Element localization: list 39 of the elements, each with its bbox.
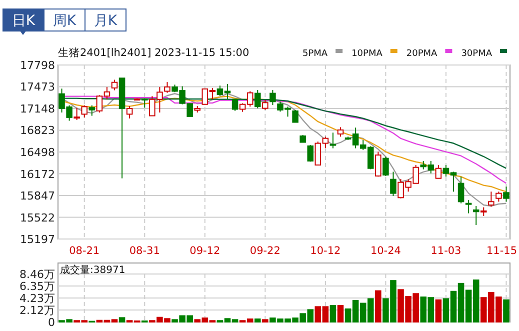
x-tick-label: 09-12	[190, 245, 220, 257]
y-tick-label: 15522	[20, 211, 55, 224]
y-tick-label: 17473	[20, 80, 55, 94]
x-tick-label: 11-15	[486, 245, 517, 257]
y-tick-label: 15197	[20, 233, 55, 246]
y-tick-label: 2.12万	[20, 304, 55, 317]
bar	[435, 299, 442, 322]
bar	[262, 319, 268, 322]
y-tick-label: 6.35万	[20, 280, 55, 293]
y-tick-label: 16823	[20, 124, 55, 138]
y-tick-label: 16172	[20, 168, 55, 181]
y-tick-label: 15847	[20, 190, 55, 203]
text: 周K	[52, 13, 77, 29]
x-tick-label: 10-24	[370, 245, 402, 257]
y-tick-label: 8.46万	[20, 268, 55, 281]
legend-label: 5PMA	[302, 49, 328, 59]
y-tick-label: 4.23万	[20, 292, 55, 305]
y-tick-label: 16498	[20, 146, 55, 159]
legend-label: 30PMA	[461, 49, 493, 59]
text: 月K	[94, 13, 118, 29]
text: 日K	[12, 13, 36, 29]
x-tick-label: 10-12	[310, 245, 341, 257]
x-tick-label: 09-22	[250, 245, 280, 257]
y-tick-label: 17798	[20, 59, 55, 72]
bar	[375, 290, 382, 322]
y-tick-label: 17148	[20, 102, 55, 116]
chart-title: 成交量:38971	[60, 264, 126, 276]
legend-label: 10PMA	[352, 49, 384, 59]
bar	[254, 318, 261, 322]
bar	[118, 317, 126, 322]
x-tick-label: 11-03	[430, 245, 462, 257]
chart-title: 生猪2401[lh2401] 2023-11-15 15:00	[58, 46, 250, 59]
bar	[503, 299, 510, 322]
legend-label: 20PMA	[406, 49, 438, 59]
y-tick-label: 0	[48, 316, 55, 329]
bar	[330, 305, 336, 322]
x-tick-label: 08-31	[129, 245, 160, 257]
bar	[337, 305, 344, 322]
x-tick-label: 08-21	[69, 245, 100, 257]
